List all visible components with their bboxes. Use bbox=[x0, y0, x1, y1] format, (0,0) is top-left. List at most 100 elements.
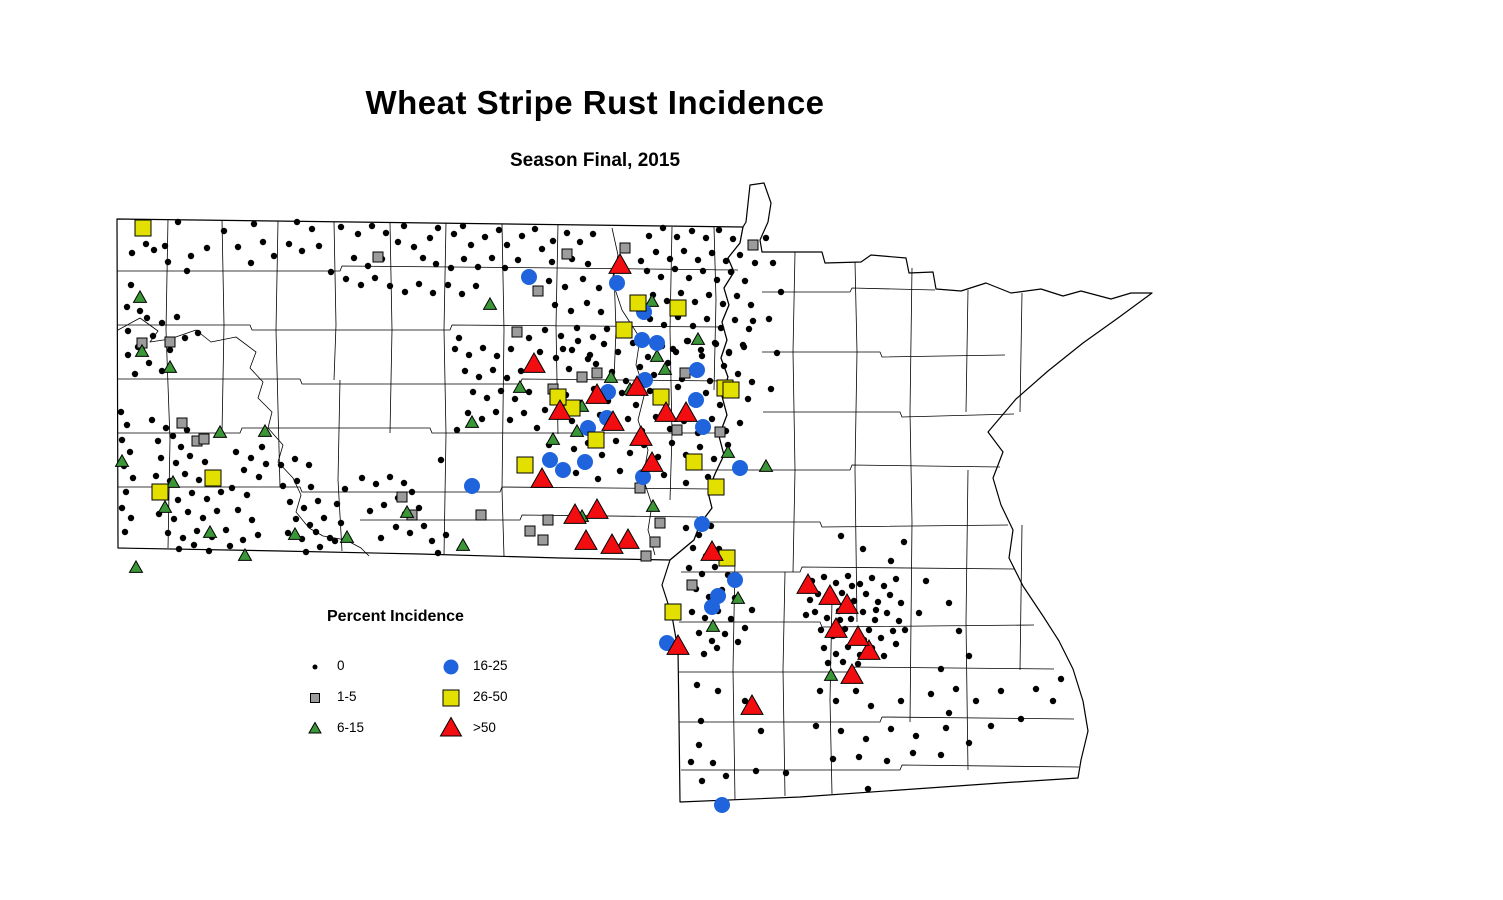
map-marker-dot bbox=[541, 326, 549, 334]
map-marker-dot bbox=[371, 274, 379, 282]
map-marker-dot bbox=[533, 424, 541, 432]
map-marker-dot bbox=[293, 477, 301, 485]
map-marker-green-triangle bbox=[128, 559, 144, 573]
legend-symbol-yellow-square-icon bbox=[442, 689, 460, 706]
map-marker-dot bbox=[688, 227, 696, 235]
map-marker-dot bbox=[887, 725, 895, 733]
map-marker-dot bbox=[306, 521, 314, 529]
map-marker-dot bbox=[744, 395, 752, 403]
map-marker-dot bbox=[848, 582, 856, 590]
map-marker-dot bbox=[460, 255, 468, 263]
map-marker-dot bbox=[912, 732, 920, 740]
map-marker-gray-square bbox=[591, 367, 603, 379]
map-marker-yellow-square bbox=[652, 388, 670, 406]
map-marker-dot bbox=[852, 687, 860, 695]
map-marker-dot bbox=[128, 249, 136, 257]
map-marker-dot bbox=[201, 458, 209, 466]
legend: Percent Incidence 0 1-5 6-15 16-25 bbox=[300, 608, 630, 737]
legend-item-1-5: 1-5 bbox=[302, 681, 364, 712]
map-marker-dot bbox=[823, 614, 831, 622]
map-marker-dot bbox=[736, 419, 744, 427]
map-marker-dot bbox=[663, 297, 671, 305]
map-marker-gray-square bbox=[561, 248, 573, 260]
map-marker-dot bbox=[711, 563, 719, 571]
map-marker-dot bbox=[184, 508, 192, 516]
map-marker-dot bbox=[255, 473, 263, 481]
map-marker-dot bbox=[152, 472, 160, 480]
map-marker-dot bbox=[583, 299, 591, 307]
map-marker-dot bbox=[262, 460, 270, 468]
map-marker-dot bbox=[741, 277, 749, 285]
map-marker-dot bbox=[872, 606, 880, 614]
map-marker-gray-square bbox=[372, 251, 384, 263]
map-marker-dot bbox=[922, 577, 930, 585]
map-marker-dot bbox=[839, 658, 847, 666]
map-marker-dot bbox=[871, 616, 879, 624]
map-marker-dot bbox=[877, 634, 885, 642]
map-marker-gray-square bbox=[475, 509, 487, 521]
map-marker-dot bbox=[574, 337, 582, 345]
map-marker-dot bbox=[680, 247, 688, 255]
map-marker-dot bbox=[874, 598, 882, 606]
map-marker-dot bbox=[250, 220, 258, 228]
map-marker-dot bbox=[666, 255, 674, 263]
map-marker-dot bbox=[501, 264, 509, 272]
map-marker-dot bbox=[573, 324, 581, 332]
map-marker-blue-circle bbox=[694, 516, 710, 532]
map-marker-dot bbox=[595, 284, 603, 292]
map-marker-red-triangle bbox=[439, 716, 463, 737]
map-marker-dot bbox=[864, 785, 872, 793]
map-marker-dot bbox=[434, 224, 442, 232]
map-marker-green-triangle bbox=[132, 289, 148, 303]
map-marker-dot bbox=[450, 230, 458, 238]
map-marker-gray-square bbox=[176, 417, 188, 429]
map-marker-dot bbox=[589, 230, 597, 238]
map-marker-dot bbox=[444, 281, 452, 289]
map-marker-dot bbox=[203, 244, 211, 252]
map-marker-dot bbox=[302, 548, 310, 556]
map-marker-dot bbox=[859, 545, 867, 553]
map-marker-dot bbox=[847, 615, 855, 623]
map-marker-dot bbox=[837, 727, 845, 735]
map-marker-dot bbox=[298, 247, 306, 255]
map-marker-dot bbox=[579, 275, 587, 283]
map-marker-yellow-square bbox=[615, 321, 633, 339]
map-marker-green-triangle bbox=[823, 667, 839, 681]
map-marker-dot bbox=[126, 448, 134, 456]
map-marker-gray-square bbox=[649, 536, 661, 548]
map-marker-blue-circle bbox=[727, 572, 743, 588]
map-marker-dot bbox=[773, 349, 781, 357]
map-marker-dot bbox=[164, 529, 172, 537]
map-marker-dot bbox=[239, 536, 247, 544]
map-marker-green-triangle bbox=[657, 361, 673, 375]
map-marker-dot bbox=[712, 340, 720, 348]
map-marker-dot bbox=[354, 230, 362, 238]
map-marker-dot bbox=[616, 467, 624, 475]
map-marker-dot bbox=[464, 409, 472, 417]
map-marker-dot bbox=[337, 223, 345, 231]
map-marker-dot bbox=[479, 344, 487, 352]
map-marker-dot bbox=[258, 443, 266, 451]
map-marker-gray-square bbox=[198, 433, 210, 445]
map-marker-dot bbox=[644, 353, 652, 361]
map-marker-dot bbox=[677, 289, 685, 297]
map-marker-red-triangle bbox=[548, 398, 572, 420]
map-marker-green-triangle bbox=[157, 499, 173, 513]
map-marker-dot bbox=[129, 474, 137, 482]
map-marker-dot bbox=[342, 275, 350, 283]
map-marker-dot bbox=[567, 307, 575, 315]
map-marker-dot bbox=[406, 529, 414, 537]
map-marker-dot bbox=[733, 292, 741, 300]
map-marker-dot bbox=[867, 702, 875, 710]
map-marker-dot bbox=[213, 507, 221, 515]
map-marker-green-triangle bbox=[603, 369, 619, 383]
map-marker-dot bbox=[945, 599, 953, 607]
map-marker-blue-circle bbox=[577, 454, 593, 470]
map-marker-dot bbox=[203, 495, 211, 503]
map-marker-green-triangle bbox=[545, 431, 561, 445]
map-marker-dot bbox=[705, 291, 713, 299]
map-marker-dot bbox=[696, 443, 704, 451]
map-marker-yellow-square bbox=[707, 478, 725, 496]
map-marker-red-triangle bbox=[600, 532, 624, 554]
